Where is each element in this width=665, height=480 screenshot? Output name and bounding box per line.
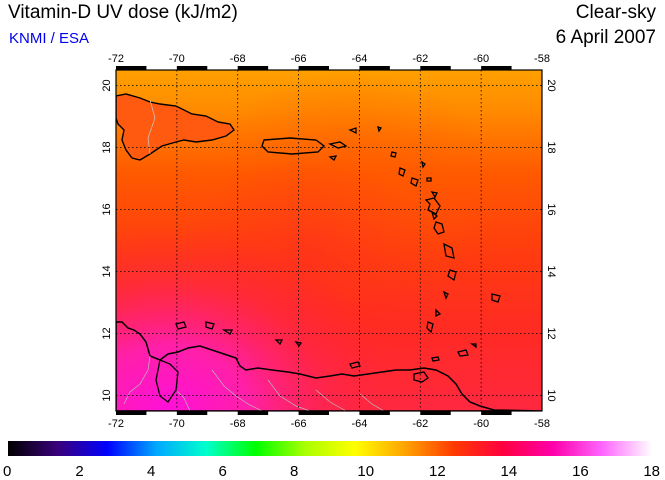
lon-tick-label: -70 [169, 53, 185, 65]
lon-tick-label: -64 [351, 53, 367, 65]
border-segment [420, 66, 451, 70]
colorbar-tick-label: 16 [572, 463, 589, 480]
colorbar-tick-label: 6 [218, 463, 226, 480]
lat-tick-label: 10 [545, 389, 557, 401]
lat-labels-right: 10 12 14 16 18 20 [545, 79, 557, 401]
lon-tick-label: -70 [169, 418, 185, 430]
sky-condition: Clear-sky [575, 2, 656, 23]
lat-tick-label: 14 [101, 265, 113, 277]
colorbar-tick-label: 10 [357, 463, 374, 480]
lon-tick-label: -68 [230, 418, 246, 430]
lat-tick-label: 18 [545, 141, 557, 153]
border-segment [298, 411, 329, 415]
colorbar-tick-label: 2 [75, 463, 83, 480]
lat-tick-label: 18 [101, 141, 113, 153]
lat-labels-left: 10 12 14 16 18 20 [101, 79, 113, 401]
lon-tick-label: -58 [534, 53, 550, 65]
colorbar-tick-label: 0 [3, 463, 11, 480]
lat-tick-label: 20 [101, 79, 113, 91]
lesser-antilles [377, 126, 501, 357]
lon-tick-label: -66 [291, 53, 307, 65]
source-credit: KNMI / ESA [9, 30, 90, 47]
lat-tick-label: 12 [101, 327, 113, 339]
lon-tick-label: -60 [473, 53, 489, 65]
lon-tick-label: -72 [108, 418, 124, 430]
colorbar-tick-label: 12 [429, 463, 446, 480]
lon-tick-label: -62 [412, 53, 428, 65]
border-segment [116, 411, 147, 415]
border-segment [298, 66, 329, 70]
colorbar-tick-label: 8 [290, 463, 298, 480]
map-date: 6 April 2007 [555, 27, 656, 48]
border-segment [359, 411, 390, 415]
map-border-ticks [116, 66, 512, 415]
border-segment [237, 411, 269, 415]
lon-tick-label: -62 [412, 418, 428, 430]
lon-tick-label: -68 [230, 53, 246, 65]
map-title: Vitamin-D UV dose (kJ/m2) [8, 2, 238, 23]
lon-tick-label: -58 [534, 418, 550, 430]
colorbar-tick-labels: 0 2 4 6 8 10 12 14 16 18 [3, 463, 660, 480]
border-segment [116, 66, 147, 70]
lat-tick-label: 14 [545, 265, 557, 277]
lat-tick-label: 16 [101, 203, 113, 215]
colorbar-tick-label: 4 [147, 463, 155, 480]
border-segment [237, 66, 269, 70]
lon-tick-label: -72 [108, 53, 124, 65]
lon-tick-label: -64 [351, 418, 367, 430]
border-segment [176, 411, 208, 415]
colorbar-tick-label: 18 [643, 463, 660, 480]
lat-tick-label: 10 [101, 389, 113, 401]
graticule [116, 70, 542, 411]
border-segment [176, 66, 208, 70]
lat-tick-label: 16 [545, 203, 557, 215]
south-america-coastline [116, 321, 542, 411]
lon-tick-label: -66 [291, 418, 307, 430]
lon-labels-bottom: -72 -70 -68 -66 -64 -62 -60 -58 [108, 418, 550, 430]
border-segment [481, 66, 512, 70]
lat-tick-label: 12 [545, 327, 557, 339]
border-segment [420, 411, 451, 415]
colorbar-gradient [8, 441, 652, 456]
hispaniola-coastline [116, 93, 235, 161]
lat-tick-label: 20 [545, 79, 557, 91]
border-segment [359, 66, 390, 70]
lon-labels-top: -72 -70 -68 -66 -64 -62 -60 -58 [108, 53, 550, 65]
lon-tick-label: -60 [473, 418, 489, 430]
border-segment [481, 411, 512, 415]
colorbar-tick-label: 14 [501, 463, 518, 480]
